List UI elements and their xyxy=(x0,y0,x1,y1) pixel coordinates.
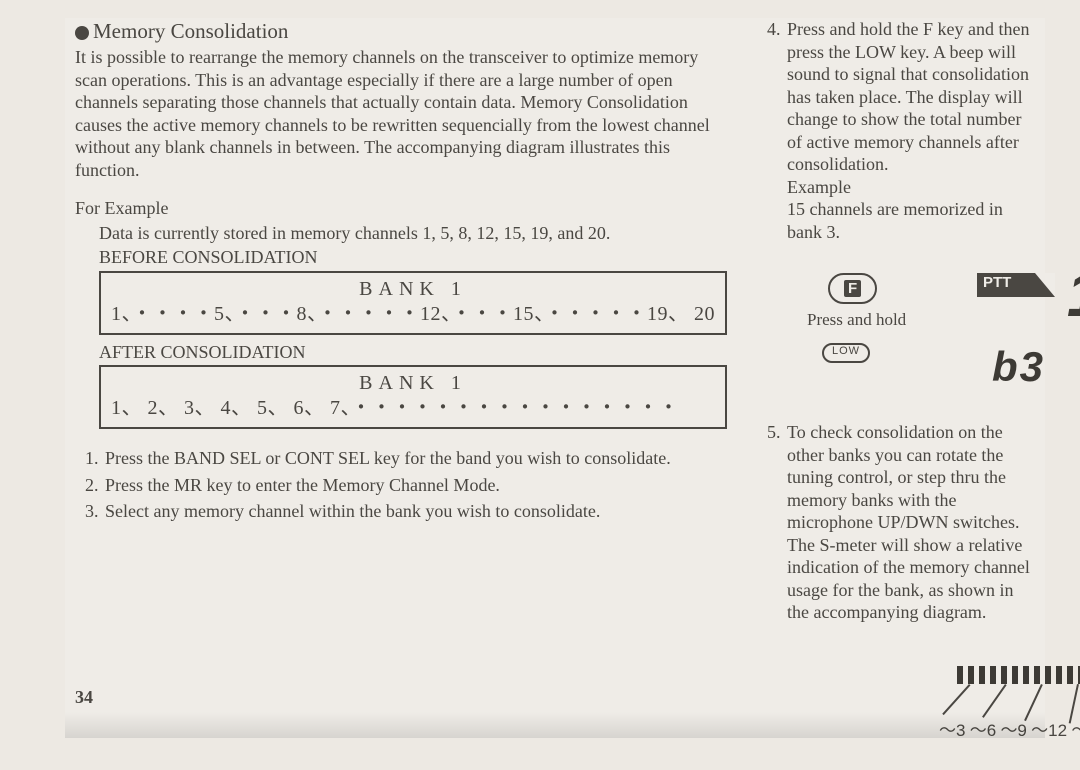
steps-list-right: Press and hold the F key and then press … xyxy=(757,18,1035,770)
smeter-bar xyxy=(1001,666,1007,684)
low-key-label: LOW xyxy=(832,345,860,357)
before-label: BEFORE CONSOLIDATION xyxy=(75,246,729,269)
smeter-bar xyxy=(957,666,963,684)
smeter-bars xyxy=(957,650,1080,684)
smeter-bar xyxy=(1056,666,1062,684)
press-hold-label: Press and hold xyxy=(807,309,906,330)
smeter-bar xyxy=(1034,666,1040,684)
ptt-icon: PTT xyxy=(977,273,1055,297)
bank-box-after: BANK 1 1、 2、 3、 4、 5、 6、 7、・・・・・・・・・・・・・… xyxy=(99,365,727,429)
smeter-bar xyxy=(979,666,985,684)
smeter-bar xyxy=(990,666,996,684)
section-title: Memory Consolidation xyxy=(75,18,729,44)
f-key-label: F xyxy=(844,280,861,297)
display-graphic: F Press and hold LOW PTT 15 b3 xyxy=(807,263,1035,403)
smeter-diagram: ～3 ～6 ～9 ～12 ～15 ～18 ～20 xyxy=(867,650,1035,770)
right-column: Press and hold the F key and then press … xyxy=(757,18,1045,738)
ptt-label: PTT xyxy=(983,274,1011,291)
step-1: Press the BAND SEL or CONT SEL key for t… xyxy=(103,447,729,470)
smeter-bar xyxy=(968,666,974,684)
step-4: Press and hold the F key and then press … xyxy=(785,18,1035,403)
smeter-bar xyxy=(1045,666,1051,684)
bank2-title: BANK 1 xyxy=(111,371,715,396)
step-4-text: Press and hold the F key and then press … xyxy=(787,19,1029,174)
smeter-bar xyxy=(1067,666,1073,684)
smeter-line xyxy=(1069,684,1079,723)
bank1-row: 1、・・・・5、・・・8、・・・・・12、・・・15、・・・・・19、 20 xyxy=(111,302,715,327)
after-label: AFTER CONSOLIDATION xyxy=(75,341,729,364)
step-5-text: To check consolidation on the other bank… xyxy=(787,422,1030,622)
bank1-title: BANK 1 xyxy=(111,277,715,302)
page-number: 34 xyxy=(75,686,93,709)
step-2: Press the MR key to enter the Memory Cha… xyxy=(103,474,729,497)
bank-box-before: BANK 1 1、・・・・5、・・・8、・・・・・12、・・・15、・・・・・1… xyxy=(99,271,727,335)
example-label-r: Example xyxy=(787,177,851,197)
segment-15: 15 xyxy=(1067,255,1080,334)
page-shadow xyxy=(65,712,1045,738)
manual-page: Memory Consolidation It is possible to r… xyxy=(65,18,1045,738)
bank2-row: 1、 2、 3、 4、 5、 6、 7、・・・・・・・・・・・・・・・・ xyxy=(111,396,715,421)
segment-b3: b3 xyxy=(992,341,1045,394)
smeter-bar xyxy=(1012,666,1018,684)
bullet-icon xyxy=(75,26,89,40)
section-title-text: Memory Consolidation xyxy=(93,18,288,44)
intro-paragraph: It is possible to rearrange the memory c… xyxy=(75,46,729,181)
low-key-icon: LOW xyxy=(822,343,870,363)
step-3: Select any memory channel within the ban… xyxy=(103,500,729,523)
smeter-line xyxy=(942,684,970,715)
example-line-r: 15 channels are memorized in bank 3. xyxy=(787,199,1003,242)
example-body: Data is currently stored in memory chann… xyxy=(75,222,729,245)
example-label: For Example xyxy=(75,197,729,220)
left-column: Memory Consolidation It is possible to r… xyxy=(65,18,729,738)
f-key-icon: F xyxy=(828,273,877,304)
steps-list-left: Press the BAND SEL or CONT SEL key for t… xyxy=(75,447,729,523)
smeter-bar xyxy=(1023,666,1029,684)
